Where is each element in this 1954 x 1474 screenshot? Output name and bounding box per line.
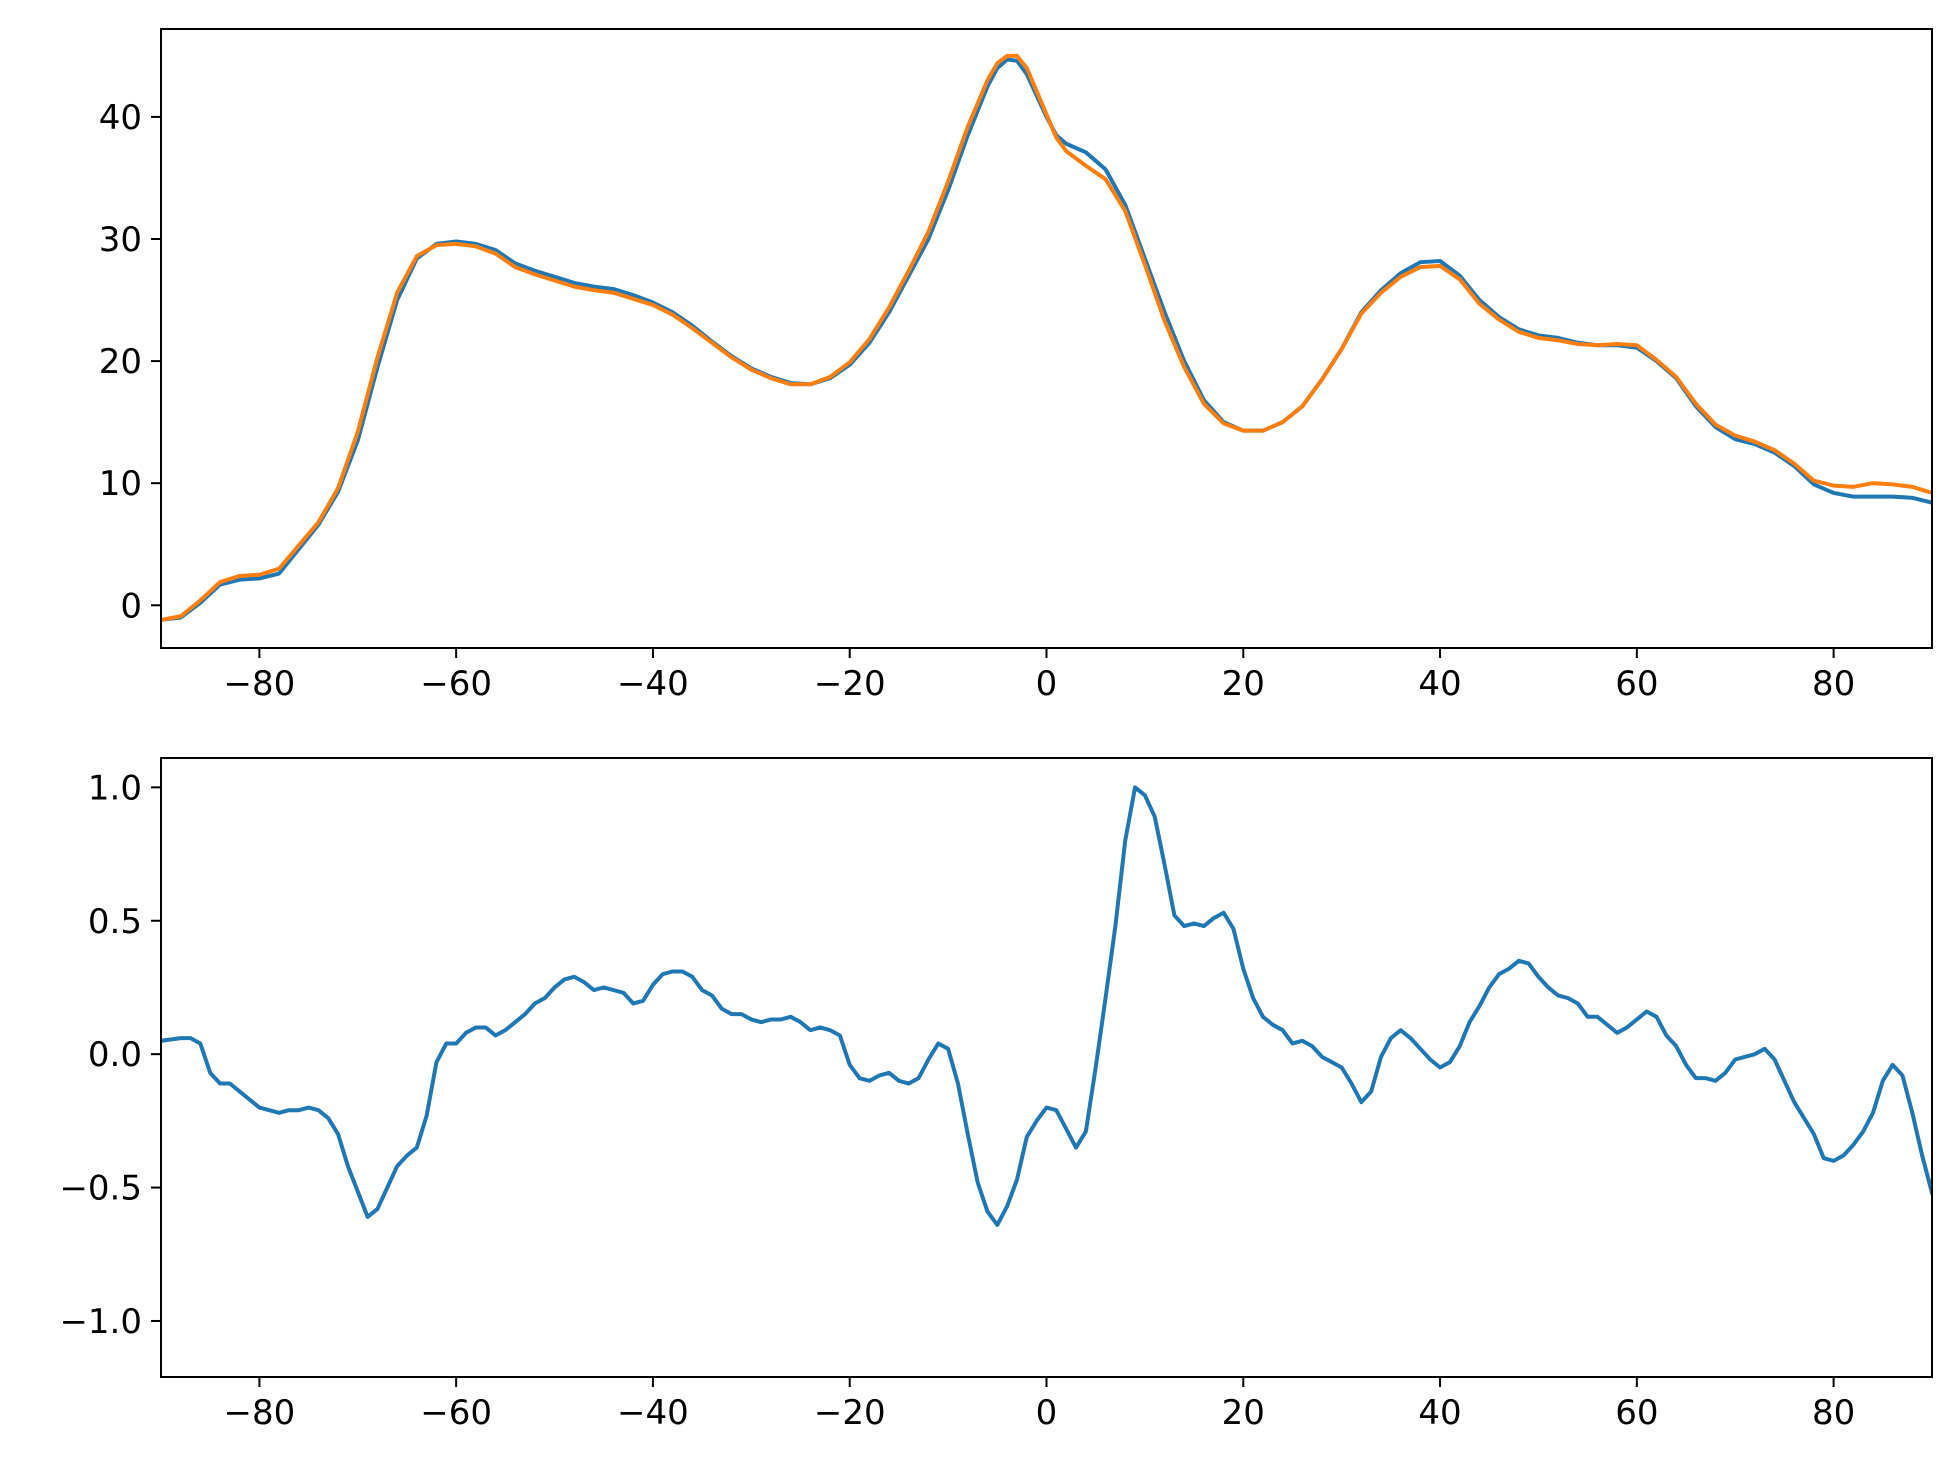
top-y-tick-label: 30 <box>99 220 142 260</box>
top-y-tick-label: 40 <box>99 98 142 138</box>
top-x-tick-label: 20 <box>1222 664 1265 704</box>
bottom-y-tick-label: 1.0 <box>88 768 142 808</box>
top-x-tick-label: −40 <box>617 664 689 704</box>
bottom-y-tick-label: 0.5 <box>88 902 142 942</box>
top-x-tick-label: 80 <box>1812 664 1855 704</box>
top-x-tick-label: −60 <box>420 664 492 704</box>
top-x-tick-label: −20 <box>814 664 886 704</box>
top-x-tick-label: 60 <box>1615 664 1658 704</box>
top-series-2-line <box>161 53 1932 622</box>
top-plot: −80 −60 −40 −20 0 20 40 60 80 0 10 20 30 40 <box>99 28 1933 704</box>
bottom-y-tick-label: −1.0 <box>59 1302 142 1342</box>
bottom-y-tick-label: −0.5 <box>59 1169 142 1209</box>
top-x-tick-label: −80 <box>224 664 296 704</box>
bottom-x-tick-label: −80 <box>224 1393 296 1433</box>
top-y-tick-label: 10 <box>99 464 142 504</box>
bottom-x-tick-label: 80 <box>1812 1393 1855 1433</box>
bottom-y-tick-label: 0.0 <box>88 1035 142 1075</box>
top-y-tick-label: 20 <box>99 342 142 382</box>
bottom-plot: −80 −60 −40 −20 0 20 40 60 80 −1.0 −0.5 0.0 0.5 1.0 <box>59 757 1933 1433</box>
top-y-tick-label: 0 <box>120 586 142 626</box>
bottom-series-1-line <box>161 785 1932 1227</box>
top-x-tick-label: 40 <box>1418 664 1461 704</box>
bottom-x-tick-label: −20 <box>814 1393 886 1433</box>
bottom-x-tick-label: 60 <box>1615 1393 1658 1433</box>
bottom-x-tick-label: 0 <box>1036 1393 1058 1433</box>
top-x-tick-label: 0 <box>1036 664 1058 704</box>
bottom-x-tick-label: 20 <box>1222 1393 1265 1433</box>
bottom-x-tick-label: 40 <box>1418 1393 1461 1433</box>
bottom-x-tick-label: −60 <box>420 1393 492 1433</box>
bottom-x-tick-label: −40 <box>617 1393 689 1433</box>
